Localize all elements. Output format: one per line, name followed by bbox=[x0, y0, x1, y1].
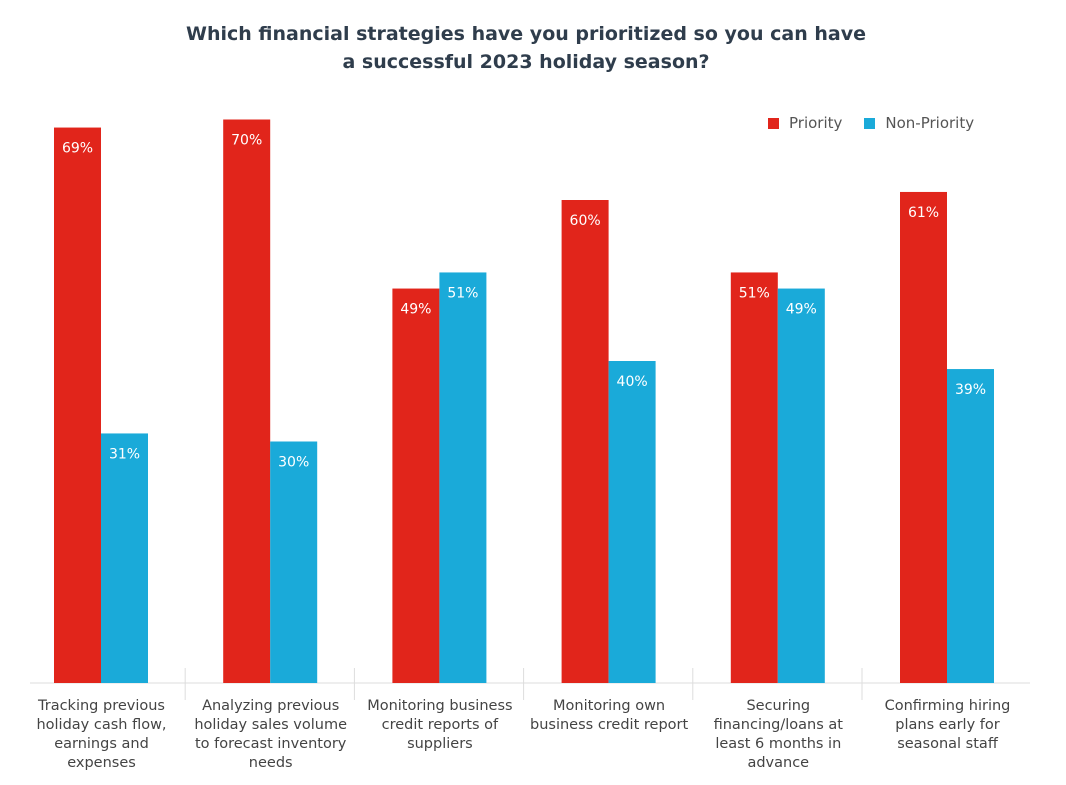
data-label: 70% bbox=[231, 133, 262, 149]
data-label: 30% bbox=[278, 455, 309, 471]
data-label: 69% bbox=[62, 141, 93, 157]
x-tick-label: Tracking previous holiday cash flow, ear… bbox=[36, 698, 167, 771]
data-label: 40% bbox=[617, 374, 648, 390]
data-label: 51% bbox=[739, 285, 770, 301]
bar-non-priority-0 bbox=[101, 433, 148, 683]
legend-swatch-non-priority bbox=[864, 117, 876, 129]
bar-non-priority-1 bbox=[270, 441, 318, 683]
bar-priority-0 bbox=[54, 127, 101, 684]
data-label: 61% bbox=[908, 205, 939, 221]
data-label: 49% bbox=[400, 302, 431, 318]
data-label: 39% bbox=[955, 382, 986, 398]
bar-non-priority-5 bbox=[947, 369, 994, 683]
data-label: 51% bbox=[447, 285, 478, 301]
x-tick-label: Securing financing/loans at least 6 mont… bbox=[713, 698, 843, 771]
bar-priority-5 bbox=[900, 191, 947, 683]
x-tick-label: Confirming hiring plans early for season… bbox=[884, 698, 1011, 752]
legend: Priority Non-Priority bbox=[768, 114, 974, 132]
bar-priority-4 bbox=[730, 272, 778, 683]
data-label: 60% bbox=[570, 213, 601, 229]
bar-non-priority-3 bbox=[608, 361, 656, 683]
bar-priority-2 bbox=[392, 288, 440, 683]
x-tick-label: Monitoring business credit reports of su… bbox=[367, 698, 513, 752]
x-tick-label: Monitoring own business credit report bbox=[530, 698, 689, 733]
legend-swatch-priority bbox=[768, 117, 779, 129]
bar-non-priority-4 bbox=[777, 288, 825, 683]
chart-title: Which financial strategies have you prio… bbox=[186, 23, 866, 73]
legend-item-priority: Priority bbox=[768, 114, 842, 132]
data-label: 31% bbox=[109, 446, 140, 462]
bar-non-priority-2 bbox=[439, 272, 487, 683]
bar-priority-3 bbox=[561, 200, 609, 683]
bar-priority-1 bbox=[223, 119, 271, 683]
data-label: 49% bbox=[786, 302, 817, 318]
x-tick-label: Analyzing previous holiday sales volume … bbox=[194, 698, 348, 771]
legend-item-non-priority: Non-Priority bbox=[864, 114, 974, 132]
